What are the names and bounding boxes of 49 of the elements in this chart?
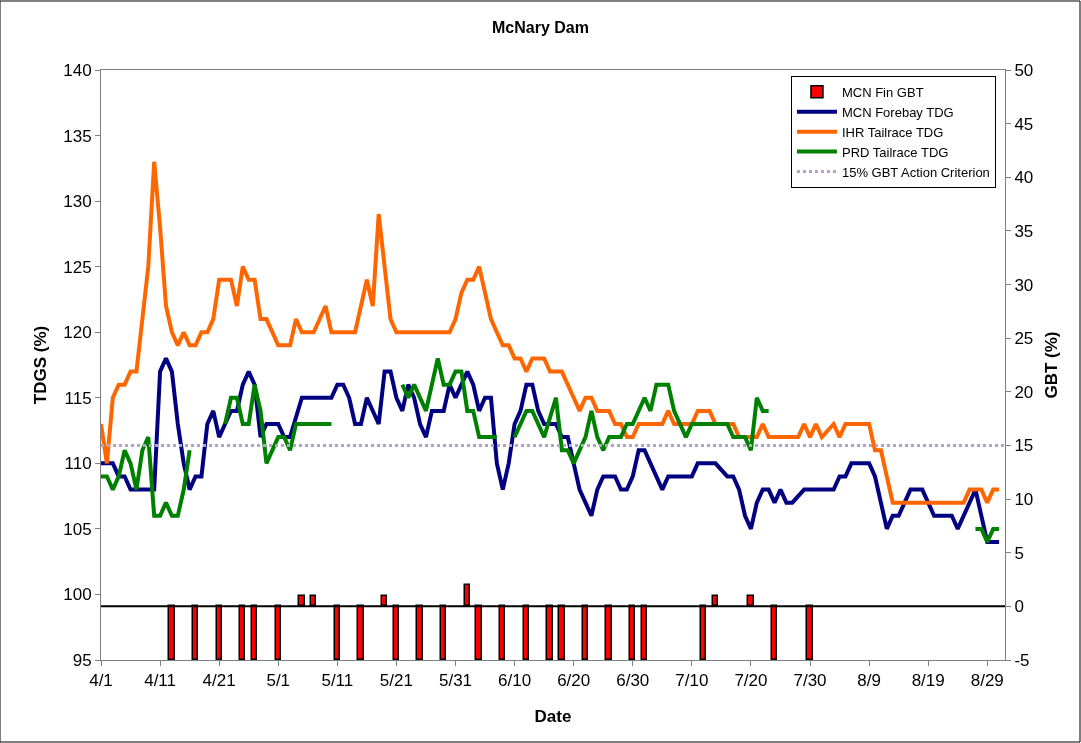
y-tick-label: 95 (72, 650, 92, 670)
y-tick-label: 120 (63, 323, 92, 343)
x-tick-label: 8/19 (911, 671, 945, 691)
y-tick-label: 125 (63, 257, 92, 277)
y2-axis-title: GBT (%) (1041, 331, 1061, 399)
legend-label: 15% GBT Action Criterion (841, 164, 990, 180)
chart-title: McNary Dam (492, 19, 589, 37)
y2-tick-label: 45 (1014, 114, 1034, 134)
x-tick-label: 4/11 (144, 671, 176, 691)
y-tick-label: 100 (63, 585, 92, 605)
x-tick-label: 5/1 (266, 671, 291, 691)
x-tick-label: 5/11 (321, 671, 354, 691)
x-tick-label: 4/1 (89, 671, 113, 691)
y2-tick-label: 35 (1014, 221, 1034, 241)
x-tick-label: 7/20 (734, 671, 768, 691)
x-tick-label: 6/20 (557, 671, 591, 691)
y2-tick-label: -5 (1014, 650, 1030, 670)
x-tick-label: 7/10 (675, 671, 709, 691)
x-axis-title: Date (534, 706, 572, 726)
y-tick-label: 115 (64, 388, 92, 408)
y-tick-label: 135 (63, 126, 92, 146)
y2-tick-label: 40 (1014, 168, 1034, 188)
y2-tick-label: 5 (1014, 543, 1024, 563)
legend-label: IHR Tailrace TDG (841, 124, 944, 140)
y2-tick-label: 25 (1014, 329, 1034, 349)
x-tick-label: 4/21 (202, 671, 236, 691)
y-tick-label: 130 (63, 192, 92, 212)
y-tick-label: 140 (63, 60, 92, 80)
x-tick-label: 8/9 (857, 671, 881, 691)
x-tick-label: 5/31 (438, 671, 473, 691)
y-axis-title: TDGS (%) (30, 325, 50, 405)
y-tick-label: 105 (63, 519, 92, 539)
y-tick-label: 110 (64, 454, 92, 474)
x-tick-label: 6/30 (616, 671, 650, 691)
y2-tick-label: 20 (1014, 382, 1034, 402)
x-tick-label: 5/21 (379, 671, 413, 691)
legend-label: MCN Forebay TDG (841, 104, 954, 120)
y2-tick-label: 10 (1014, 490, 1034, 510)
y2-tick-label: 30 (1014, 275, 1034, 295)
x-tick-label: 7/30 (793, 671, 827, 691)
line-series (101, 356, 1002, 544)
y2-tick-label: 50 (1014, 60, 1034, 80)
legend-label: PRD Tailrace TDG (841, 144, 949, 160)
y2-tick-label: 0 (1014, 597, 1024, 617)
x-tick-label: 8/29 (970, 671, 1004, 691)
line-series (101, 159, 1002, 505)
legend-label: MCN Fin GBT (841, 84, 924, 100)
x-tick-label: 6/10 (498, 671, 532, 691)
y2-tick-label: 15 (1014, 436, 1034, 456)
